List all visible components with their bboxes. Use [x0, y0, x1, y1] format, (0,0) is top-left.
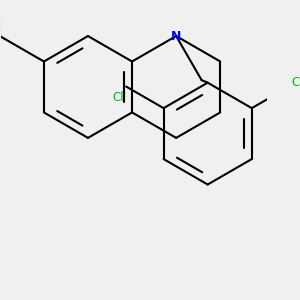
Text: Cl: Cl: [112, 92, 124, 104]
Text: Cl: Cl: [292, 76, 300, 89]
Text: N: N: [171, 29, 181, 43]
